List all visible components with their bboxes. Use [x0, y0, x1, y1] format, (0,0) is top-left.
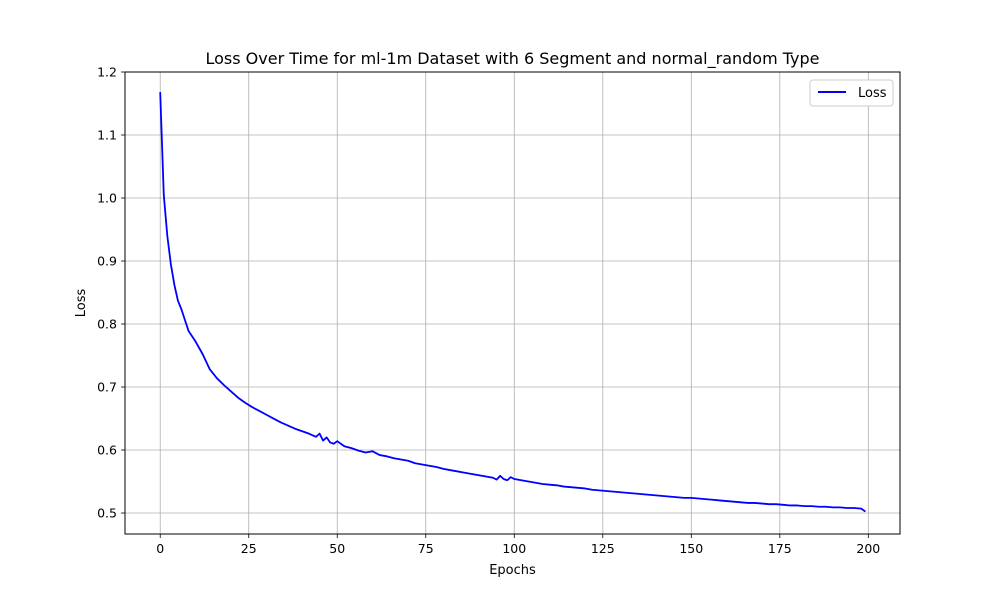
series-group [159, 91, 866, 513]
y-tick-label: 0.7 [97, 380, 117, 395]
x-tick-label: 25 [241, 541, 257, 556]
y-tick-label: 0.8 [97, 317, 117, 332]
x-axis: 0 25 50 75 100 125 150 175 200 [156, 534, 880, 556]
x-tick-label: 175 [768, 541, 792, 556]
x-tick-label: 0 [156, 541, 164, 556]
x-tick-label: 150 [679, 541, 703, 556]
y-tick-label: 0.5 [97, 506, 117, 521]
legend-box [809, 79, 894, 107]
series-line-loss [159, 91, 866, 513]
x-tick-label: 125 [591, 541, 615, 556]
x-tick-label: 200 [856, 541, 880, 556]
y-tick-label: 0.9 [97, 254, 117, 269]
y-tick-label: 1.1 [97, 128, 117, 143]
x-axis-label: Epochs [489, 563, 536, 578]
x-tick-label: 75 [418, 541, 434, 556]
x-tick-label: 100 [502, 541, 526, 556]
y-tick-label: 1.2 [97, 65, 117, 80]
gridlines [125, 71, 900, 534]
chart-title: Loss Over Time for ml-1m Dataset with 6 … [206, 49, 820, 69]
plot-background [125, 72, 900, 534]
y-tick-label: 0.6 [97, 443, 117, 458]
y-tick-label: 1.0 [97, 191, 117, 206]
plot-frame [124, 71, 901, 535]
legend: Loss [809, 79, 894, 107]
x-tick-label: 50 [329, 541, 345, 556]
legend-label-loss: Loss [858, 86, 887, 101]
y-axis-label: Loss [74, 289, 89, 318]
y-axis: 0.5 0.6 0.7 0.8 0.9 1.0 1.1 1.2 [97, 65, 125, 521]
plot-area [124, 71, 901, 535]
